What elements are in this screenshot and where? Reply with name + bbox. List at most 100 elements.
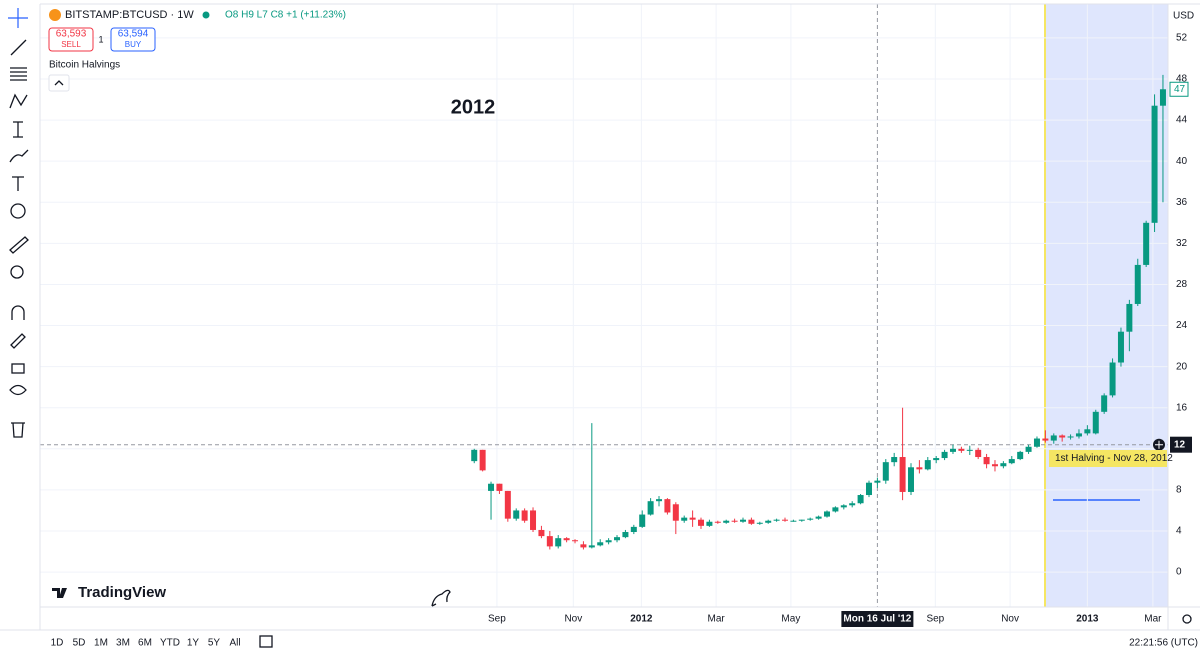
candle-body [823,511,830,517]
candle-body [991,464,998,467]
candle-body [756,522,763,524]
magnet-tool[interactable] [11,305,25,320]
candle-body [597,542,604,546]
x-tick-label: Mar [708,614,726,625]
zoom-tool[interactable] [10,265,24,279]
fib-tool[interactable] [10,67,27,81]
y-tick-label: 8 [1176,485,1182,496]
text-tool[interactable] [12,176,24,191]
candle-body [1101,395,1108,412]
calendar-icon[interactable] [259,635,273,648]
range-button[interactable]: 1Y [187,638,200,649]
candle-body [924,460,931,470]
range-button[interactable]: 6M [138,638,152,649]
y-tick-label: 4 [1176,526,1182,537]
candle-body [521,510,528,521]
line-tool[interactable] [10,39,27,56]
candle-body [1050,435,1057,441]
symbol[interactable]: BITSTAMP:BTCUSD · 1W [65,9,194,21]
x-tick-label: 2013 [1076,614,1099,625]
last-price: 12 [1174,439,1186,450]
candle-body [605,540,612,543]
candle-body [1025,446,1032,452]
price-label: 47 [1174,84,1186,95]
candle-body [849,503,856,506]
dino-icon [431,589,451,607]
candle-body [933,458,940,461]
candle-body [907,467,914,492]
x-tick-label: Nov [1001,614,1019,625]
ruler-tool[interactable] [9,236,29,254]
candle-body [983,457,990,465]
candle-body [1126,303,1133,332]
buy-button[interactable] [110,27,156,52]
candle-body [891,457,898,463]
candle-body [899,457,906,492]
lock-tool[interactable] [11,363,25,374]
range-button[interactable]: 1M [94,638,108,649]
candle-body [1042,438,1049,441]
candle-body [513,510,520,519]
candle-body [647,501,654,515]
x-tick-label: Sep [488,614,506,625]
candle-body [1151,105,1158,223]
last-price-bg [1170,436,1192,453]
candle-body [672,504,679,521]
trash-tool[interactable] [11,422,25,438]
candle-body [748,519,755,524]
x-tick-label: Sep [926,614,944,625]
lock-draw-tool[interactable] [10,333,26,349]
pattern-tool[interactable] [9,93,28,109]
candle-body [966,449,973,451]
eye-tool[interactable] [9,384,27,396]
cross-tool[interactable] [8,8,28,28]
measure-tool[interactable] [13,121,23,138]
candle-body [765,520,772,523]
x-tick-label: 2012 [630,614,653,625]
y-tick-label: 52 [1176,33,1188,44]
sell-button[interactable] [48,27,94,52]
candle-body [572,540,579,542]
candle-body [630,526,637,533]
range-button[interactable]: All [229,638,240,649]
currency[interactable]: USD [1173,11,1194,22]
brush-tool[interactable] [9,149,29,163]
candle-body [882,462,889,481]
candle-body [773,519,780,521]
range-button[interactable]: 5D [73,638,86,649]
coin-icon [49,9,61,21]
collapse-button[interactable] [48,74,70,92]
chevron-icon [54,80,64,86]
candle-body [949,448,956,452]
range-button[interactable]: 3M [116,638,130,649]
tv-logo [52,588,67,598]
range-button[interactable]: 5Y [208,638,221,649]
range-button[interactable]: 1D [51,638,64,649]
candle-body [941,451,948,459]
candle-body [1000,463,1007,467]
halving-label: 1st Halving - Nov 28, 2012 [1055,453,1173,464]
candle-body [588,545,595,548]
candle-body [840,505,847,508]
range-button[interactable]: YTD [160,638,180,649]
candle-body [723,520,730,523]
candle-body [538,529,545,537]
ohlc: O8 H9 L7 C8 +1 (+11.23%) [225,10,346,21]
candle-body [563,538,570,541]
candle-body [681,517,688,521]
candle-body [782,519,789,521]
settings-icon[interactable] [1182,614,1192,624]
candle-body [1075,433,1082,437]
sell-label: SELL [61,40,81,49]
emoji-tool[interactable] [10,203,26,219]
clock: 22:21:56 (UTC) [1129,638,1198,649]
y-tick-label: 36 [1176,197,1188,208]
candle-body [1033,438,1040,447]
candle-body [1117,331,1124,363]
annotation: 2012 [451,96,496,118]
candle-body [1143,222,1150,265]
halving-label-bg [1049,450,1167,467]
x-tick-label: May [781,614,800,625]
y-tick-label: 0 [1176,567,1182,578]
